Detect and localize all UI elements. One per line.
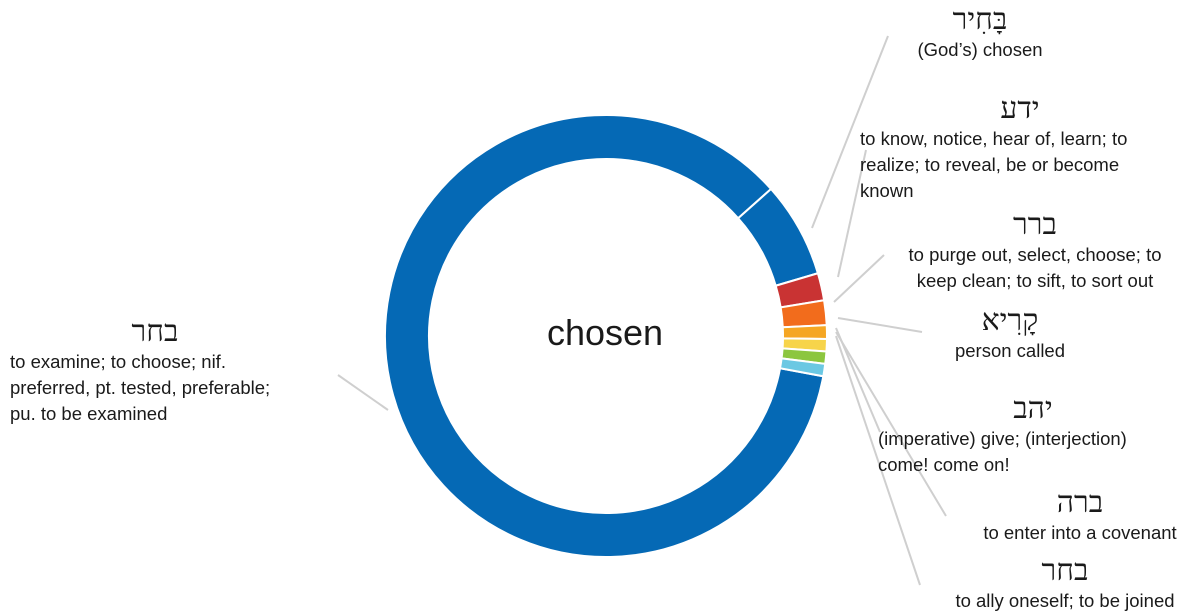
leader-line (835, 335, 921, 586)
label-gloss-line: known (860, 180, 914, 201)
leader-line (837, 317, 923, 333)
label-gloss-line: pu. to be examined (10, 403, 168, 424)
label-gloss-line: come! come on! (878, 454, 1010, 475)
label-gloss-line: to enter into a covenant (983, 522, 1177, 543)
label-yada: ידע to know, notice, hear of, learn; to … (860, 92, 1180, 204)
label-qari: קָרִיא person called (910, 304, 1110, 364)
label-hebrew: יהב (1013, 391, 1053, 426)
donut-slice (384, 114, 825, 558)
label-gloss-line: to know, notice, hear of, learn; to (860, 128, 1128, 149)
label-gloss-line: to purge out, select, choose; to (908, 244, 1162, 265)
label-barah: ברה to enter into a covenant (960, 486, 1198, 546)
label-hebrew: בחר (131, 314, 179, 349)
label-gloss-line: realize; to reveal, be or become (860, 154, 1120, 175)
leader-line (811, 35, 889, 229)
label-bachar-ally: בחר to ally oneself; to be joined (935, 554, 1195, 614)
leader-lines (337, 35, 947, 586)
donut-slice (781, 324, 828, 341)
donut-slice (778, 357, 827, 378)
label-gloss-line: to examine; to choose; nif. (10, 351, 226, 372)
label-bachar-main: בחר to examine; to choose; nif. preferre… (10, 315, 330, 427)
label-barar: ברר to purge out, select, choose; to kee… (880, 208, 1190, 294)
label-hebrew: ברר (1013, 207, 1057, 242)
leader-line (837, 149, 867, 278)
label-gloss-line: person called (954, 340, 1066, 361)
label-hebrew: בָּחִיר (952, 2, 1008, 37)
label-gloss-line: to ally oneself; to be joined (955, 590, 1175, 611)
label-gloss-line: keep clean; to sift, to sort out (916, 270, 1154, 291)
center-label: chosen (546, 312, 664, 353)
leader-line (337, 374, 389, 411)
label-hebrew: ידע (1000, 91, 1040, 126)
label-bachir: בָּחִיר (God’s) chosen (880, 3, 1080, 63)
label-gloss: (God’s) chosen (917, 39, 1043, 60)
donut-slices (384, 114, 828, 558)
label-hebrew: בחר (1041, 553, 1089, 588)
leader-line (835, 331, 947, 517)
label-gloss-line: (imperative) give; (interjection) (878, 428, 1127, 449)
label-hebrew: קָרִיא (981, 303, 1039, 338)
label-hebrew: ברה (1056, 485, 1104, 520)
label-gloss-line: preferred, pt. tested, preferable; (10, 377, 271, 398)
leader-line (833, 254, 885, 303)
label-yahab: יהב (imperative) give; (interjection) co… (878, 392, 1188, 478)
